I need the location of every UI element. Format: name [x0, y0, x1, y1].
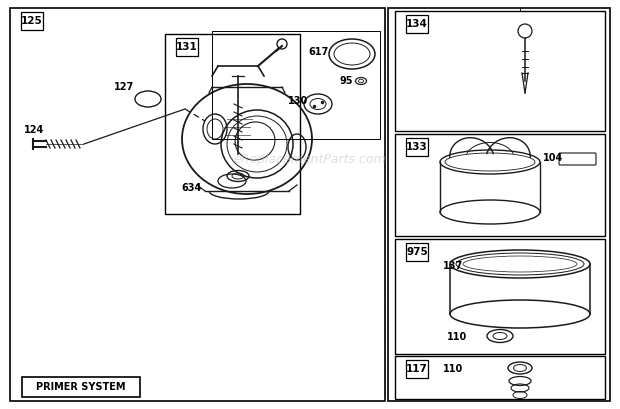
Bar — [22, 377, 140, 397]
Bar — [395, 11, 605, 131]
Text: PRIMER SYSTEM: PRIMER SYSTEM — [36, 382, 126, 392]
Text: 124: 124 — [24, 125, 44, 135]
Text: 131: 131 — [176, 42, 198, 52]
Bar — [395, 134, 605, 236]
Bar — [212, 31, 380, 139]
Text: 95: 95 — [340, 76, 353, 86]
Text: 110: 110 — [443, 364, 463, 374]
Text: 617: 617 — [308, 47, 328, 57]
Bar — [165, 34, 300, 214]
Text: 634: 634 — [181, 183, 202, 193]
Text: 133: 133 — [406, 142, 428, 152]
Text: 134: 134 — [406, 19, 428, 29]
Bar — [406, 243, 428, 261]
Text: 137: 137 — [443, 261, 463, 271]
Bar — [21, 12, 43, 30]
Bar — [406, 138, 428, 156]
Text: 104: 104 — [543, 153, 563, 163]
Text: 127: 127 — [114, 82, 135, 92]
Bar — [406, 360, 428, 378]
Text: 117: 117 — [406, 364, 428, 374]
Bar — [406, 15, 428, 33]
Text: 110: 110 — [447, 332, 467, 342]
Bar — [395, 239, 605, 354]
Bar — [395, 356, 605, 399]
Bar — [10, 8, 385, 401]
Bar — [388, 8, 610, 401]
Text: 125: 125 — [21, 16, 43, 26]
Text: eReplacementParts.com: eReplacementParts.com — [234, 153, 386, 166]
Text: 130: 130 — [288, 96, 308, 106]
Bar — [176, 38, 198, 56]
Text: 975: 975 — [406, 247, 428, 257]
